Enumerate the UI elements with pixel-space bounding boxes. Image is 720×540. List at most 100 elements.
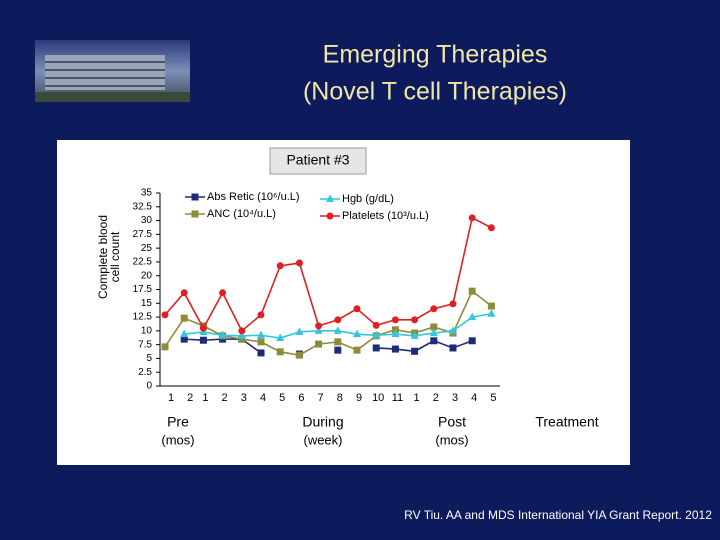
marker [315,340,323,348]
marker [295,327,304,335]
y-tick-label: 7.5 [138,339,152,350]
x-tick-label: 2 [187,392,193,404]
marker [257,338,265,346]
y-tick-label: 0 [146,381,152,392]
marker [334,338,342,346]
marker [199,324,207,332]
marker [487,309,496,317]
marker [372,330,381,339]
y-tick-label: 35 [141,188,153,199]
legend-label: Hgb (g/dL) [342,193,394,205]
group-sublabel: (mos) [435,432,468,447]
marker [430,323,438,331]
marker [257,330,265,339]
group-label: Post [438,414,466,430]
marker [449,326,457,334]
marker [219,289,227,297]
legend-label: ANC (10⁴/u.L) [207,208,276,220]
y-tick-label: 5 [146,353,152,364]
y-tick-label: 2.5 [138,367,152,378]
x-tick-label: 11 [392,392,403,404]
legend-marker [191,193,199,201]
x-tick-label: 9 [356,392,362,404]
y-tick-label: 22.5 [133,257,153,268]
x-tick-label: 1 [168,392,174,404]
x-tick-label: 4 [260,392,266,404]
x-tick-label: 1 [202,392,208,404]
chart-panel [57,140,630,465]
marker [333,326,342,334]
marker [411,316,419,324]
x-tick-label: 5 [279,392,285,404]
marker [334,316,342,324]
y-tick-label: 25 [141,243,153,254]
title-line: Emerging Therapies [323,41,548,69]
marker [449,300,457,308]
marker [180,335,188,343]
y-tick-label: 32.5 [133,201,153,212]
legend-marker [326,212,334,220]
title-line: (Novel T cell Therapies) [303,78,567,106]
marker [238,327,246,335]
y-tick-label: 27.5 [133,229,153,240]
marker [334,346,342,354]
legend-marker [191,210,199,218]
subtitle-box [269,147,367,175]
marker [295,351,303,359]
marker [468,337,476,345]
marker [314,326,323,334]
x-tick-label: 4 [471,392,477,404]
y-tick-label: 20 [141,270,153,281]
x-tick-label: 3 [241,392,247,404]
marker [161,311,169,319]
marker [237,331,246,339]
marker [487,224,495,232]
y-tick-label: 15 [141,298,153,309]
marker [391,329,400,338]
legend-marker [326,194,334,202]
marker [180,314,188,322]
marker [257,311,265,319]
marker [315,322,323,330]
x-tick-label: 2 [433,392,439,404]
marker [353,346,361,354]
x-tick-label: 3 [452,392,458,404]
x-tick-label: 2 [222,392,228,404]
marker [487,302,495,310]
source: RV Tiu. AA and MDS International YIA Gra… [404,508,712,522]
x-tick-label: 10 [372,392,384,404]
group-label: Treatment [535,414,598,430]
marker [468,312,477,321]
y-axis-label: cell count [108,231,122,282]
group-sublabel: (week) [303,432,342,447]
marker [468,214,476,222]
group-label: Pre [167,414,189,430]
x-tick-label: 7 [318,392,324,404]
marker [218,330,227,339]
marker [238,335,246,343]
x-tick-label: 5 [490,392,496,404]
marker [468,287,476,295]
legend-label: Abs Retic (10⁶/u.L) [207,191,300,203]
marker [353,305,361,313]
photo [35,40,190,102]
marker [295,259,303,267]
group-sublabel: (mos) [161,432,194,447]
marker [276,333,285,342]
marker [410,331,419,339]
marker [353,329,361,338]
group-label: During [302,414,343,430]
marker [257,349,265,357]
y-tick-label: 30 [141,215,153,226]
marker [372,321,380,329]
marker [372,344,380,352]
x-tick-label: 6 [298,392,304,404]
marker [430,305,438,313]
marker [180,329,189,338]
marker [430,337,438,345]
marker [276,348,284,356]
marker [199,336,207,344]
y-tick-label: 10 [141,325,153,336]
